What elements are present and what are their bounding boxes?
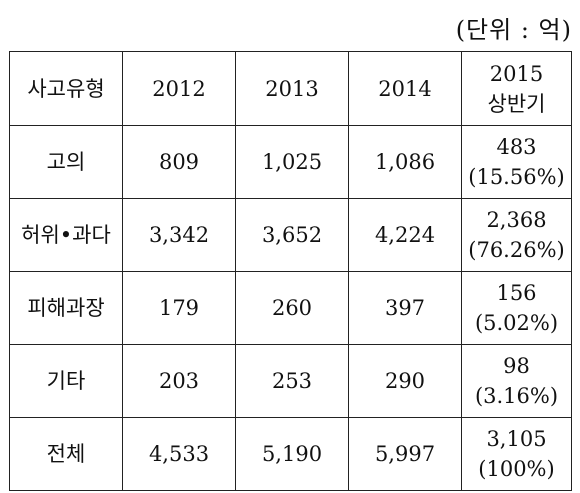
header-2014: 2014 [348, 51, 462, 126]
cell-type: 피해과장 [9, 271, 123, 345]
cell-2015-percent: (15.56%) [468, 165, 565, 189]
cell-2015-h1: 483 (15.56%) [461, 125, 572, 199]
cell-2014: 4,224 [348, 198, 462, 272]
cell-2015-value: 2,368 [486, 208, 547, 232]
table-row: 고의 809 1,025 1,086 483 (15.56%) [9, 125, 572, 199]
cell-2012: 3,342 [122, 198, 236, 272]
cell-type: 전체 [9, 417, 123, 491]
cell-2015-value: 483 [496, 135, 537, 159]
header-2015-half: 상반기 [487, 91, 546, 116]
cell-2015-value: 3,105 [486, 427, 547, 451]
header-2013: 2013 [235, 51, 349, 126]
cell-type: 기타 [9, 344, 123, 418]
cell-2015-value: 98 [503, 354, 530, 378]
cell-2015-percent: (3.16%) [474, 384, 559, 408]
accident-type-table: 사고유형 2012 2013 2014 2015 상반기 고의 809 1,02… [9, 51, 572, 491]
cell-2012: 203 [122, 344, 236, 418]
cell-2013: 3,652 [235, 198, 349, 272]
cell-2012: 179 [122, 271, 236, 345]
cell-2015-percent: (76.26%) [468, 238, 565, 262]
unit-label: (단위 : 억) [455, 16, 572, 44]
table-header-row: 사고유형 2012 2013 2014 2015 상반기 [9, 51, 572, 126]
cell-2012: 809 [122, 125, 236, 199]
header-2015-year: 2015 [489, 61, 544, 86]
header-2015-h1: 2015 상반기 [461, 51, 572, 126]
cell-2014: 5,997 [348, 417, 462, 491]
cell-2013: 260 [235, 271, 349, 345]
table-row: 피해과장 179 260 397 156 (5.02%) [9, 271, 572, 345]
cell-2012: 4,533 [122, 417, 236, 491]
cell-2015-h1: 156 (5.02%) [461, 271, 572, 345]
table-row: 기타 203 253 290 98 (3.16%) [9, 344, 572, 418]
cell-2015-h1: 2,368 (76.26%) [461, 198, 572, 272]
cell-2013: 253 [235, 344, 349, 418]
cell-2015-percent: (5.02%) [474, 311, 559, 335]
header-2012: 2012 [122, 51, 236, 126]
cell-2015-value: 156 [496, 281, 537, 305]
table-row: 허위•과다 3,342 3,652 4,224 2,368 (76.26%) [9, 198, 572, 272]
cell-2014: 290 [348, 344, 462, 418]
header-accident-type: 사고유형 [9, 51, 123, 126]
table-row: 전체 4,533 5,190 5,997 3,105 (100%) [9, 417, 572, 491]
cell-type: 허위•과다 [9, 198, 123, 272]
cell-2013: 1,025 [235, 125, 349, 199]
cell-type: 고의 [9, 125, 123, 199]
cell-2014: 397 [348, 271, 462, 345]
cell-2013: 5,190 [235, 417, 349, 491]
cell-2014: 1,086 [348, 125, 462, 199]
cell-2015-h1: 98 (3.16%) [461, 344, 572, 418]
cell-2015-h1: 3,105 (100%) [461, 417, 572, 491]
cell-2015-percent: (100%) [478, 457, 555, 481]
